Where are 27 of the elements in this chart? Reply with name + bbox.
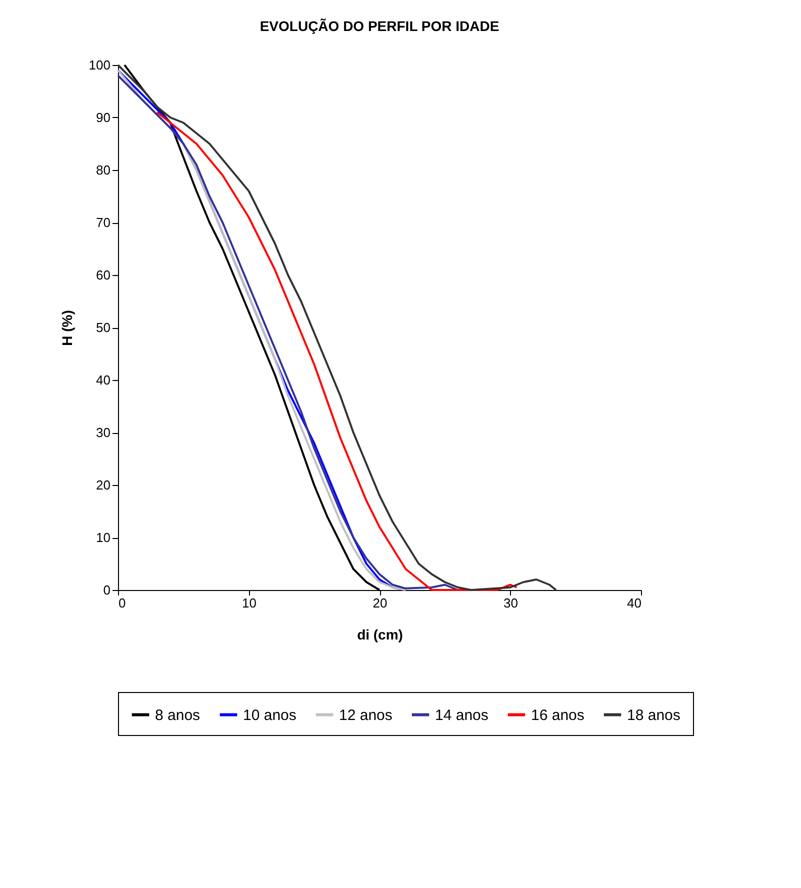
y-tick-label: 100 — [88, 58, 110, 72]
x-tick-label: 20 — [372, 596, 388, 610]
y-axis-title: H (%) — [58, 310, 75, 346]
line-series — [117, 74, 459, 591]
legend-label: 14 anos — [435, 706, 488, 724]
chart-title: EVOLUÇÃO DO PERFIL POR IDADE — [260, 18, 500, 34]
legend-label: 12 anos — [339, 706, 392, 724]
y-tick-label: 80 — [96, 162, 110, 178]
x-tick-label: 10 — [242, 596, 256, 610]
x-tick-label: 0 — [118, 596, 126, 610]
y-tick-label: 20 — [96, 478, 110, 492]
x-axis-title: di (cm) — [357, 626, 403, 642]
legend-label: 16 anos — [531, 706, 584, 724]
y-tick-label: 40 — [96, 372, 110, 388]
y-tick-label: 60 — [96, 268, 110, 282]
x-tick-label: 40 — [627, 596, 642, 610]
y-tick-label: 10 — [96, 530, 110, 545]
legend-label: 8 anos — [155, 706, 200, 724]
y-tick-label: 30 — [96, 425, 110, 440]
line-series — [156, 111, 518, 591]
legend-label: 10 anos — [243, 706, 296, 724]
y-tick-label: 90 — [96, 110, 110, 125]
y-tick-label: 50 — [96, 320, 110, 335]
y-tick-label: 70 — [96, 215, 110, 230]
legend-label: 18 anos — [627, 706, 680, 724]
y-tick-label: 0 — [103, 582, 110, 598]
x-tick-label: 30 — [504, 596, 518, 610]
